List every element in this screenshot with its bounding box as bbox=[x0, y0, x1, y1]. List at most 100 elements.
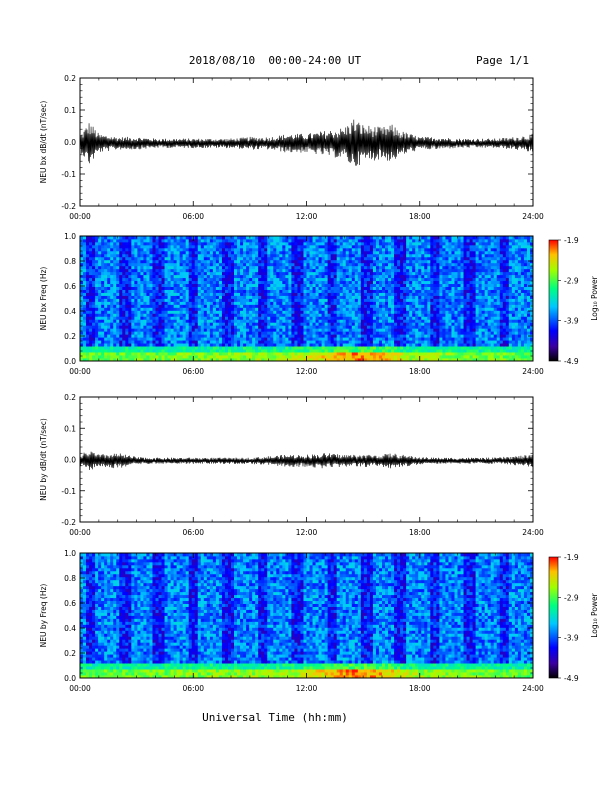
spectrogram-cell bbox=[113, 250, 117, 255]
spectrogram-cell bbox=[218, 277, 223, 282]
spectrogram-cell bbox=[194, 310, 199, 314]
spectrogram-cell bbox=[306, 280, 310, 285]
spectrogram-cell bbox=[261, 319, 265, 323]
spectrogram-cell bbox=[137, 313, 141, 317]
spectrogram-cell bbox=[182, 307, 187, 311]
spectrogram-cell bbox=[421, 328, 425, 332]
spectrogram-cell bbox=[403, 280, 407, 285]
spectrogram-cell bbox=[155, 337, 159, 341]
spectrogram-cell bbox=[412, 277, 416, 282]
spectrogram-cell bbox=[167, 355, 171, 359]
spectrogram-cell bbox=[95, 307, 99, 311]
spectrogram-cell bbox=[267, 310, 271, 314]
spectrogram-cell bbox=[237, 292, 241, 296]
spectrogram-cell bbox=[418, 271, 422, 276]
spectrogram-cell bbox=[131, 236, 135, 240]
spectrogram-cell bbox=[95, 340, 99, 344]
spectrogram-cell bbox=[397, 313, 401, 317]
spectrogram-cell bbox=[170, 304, 175, 308]
spectrogram-cell bbox=[182, 319, 187, 323]
spectrogram-cell bbox=[215, 286, 220, 290]
spectrogram-cell bbox=[382, 322, 386, 326]
spectrogram-cell bbox=[86, 247, 90, 252]
spectrogram-cell bbox=[391, 259, 395, 264]
spectrogram-cell bbox=[321, 358, 326, 362]
spectrogram-cell bbox=[170, 268, 175, 273]
spectrogram-cell bbox=[143, 340, 147, 344]
spectrogram-cell bbox=[309, 340, 313, 344]
spectrogram-cell bbox=[351, 292, 356, 296]
spectrogram-cell bbox=[391, 301, 395, 305]
spectrogram-cell bbox=[273, 295, 277, 299]
spectrogram-cell bbox=[215, 244, 220, 249]
spectrogram-cell bbox=[179, 277, 184, 282]
spectrogram-cell bbox=[318, 349, 322, 353]
spectrogram-cell bbox=[348, 319, 353, 323]
spectrogram-cell bbox=[354, 358, 359, 362]
spectrogram-cell bbox=[134, 289, 138, 293]
spectrogram-cell bbox=[176, 319, 181, 323]
spectrogram-cell bbox=[185, 241, 190, 246]
spectrogram-cell bbox=[418, 244, 422, 249]
spectrogram-cell bbox=[321, 310, 326, 314]
spectrogram-cell bbox=[246, 304, 250, 308]
spectrogram-cell bbox=[206, 334, 211, 338]
spectrogram-cell bbox=[351, 259, 356, 264]
spectrogram-cell bbox=[427, 340, 431, 344]
spectrogram-cell bbox=[378, 313, 383, 317]
spectrogram-cell bbox=[143, 238, 147, 243]
spectrogram-cell bbox=[203, 337, 208, 341]
spectrogram-cell bbox=[315, 292, 319, 296]
spectrogram-cell bbox=[212, 274, 217, 279]
spectrogram-cell bbox=[221, 334, 226, 338]
spectrogram-cell bbox=[306, 241, 310, 246]
spectrogram-cell bbox=[264, 236, 268, 240]
spectrogram-cell bbox=[107, 334, 111, 338]
spectrogram-cell bbox=[125, 283, 129, 287]
spectrogram-cell bbox=[354, 325, 359, 329]
spectrogram-cell bbox=[388, 310, 392, 314]
spectrogram-cell bbox=[360, 283, 365, 287]
spectrogram-cell bbox=[243, 236, 247, 240]
spectrogram-cell bbox=[185, 343, 190, 347]
spectrogram-cell bbox=[345, 331, 350, 335]
spectrogram-cell bbox=[327, 280, 332, 285]
spectrogram-cell bbox=[176, 268, 181, 273]
spectrogram-cell bbox=[255, 250, 259, 255]
spectrogram-cell bbox=[143, 268, 147, 273]
spectrogram-cell bbox=[330, 298, 335, 302]
spectrogram-cell bbox=[143, 349, 147, 353]
spectrogram-cell bbox=[360, 256, 365, 261]
spectrogram-cell bbox=[348, 298, 353, 302]
spectrogram-cell bbox=[264, 340, 268, 344]
spectrogram-cell bbox=[98, 274, 102, 279]
spectrogram-cell bbox=[264, 334, 268, 338]
spectrogram-cell bbox=[330, 349, 335, 353]
spectrogram-cell bbox=[264, 328, 268, 332]
spectrogram-cell bbox=[391, 355, 395, 359]
spectrogram-cell bbox=[252, 277, 256, 282]
spectrogram-cell bbox=[83, 259, 87, 264]
spectrogram-cell bbox=[110, 280, 114, 285]
spectrogram-cell bbox=[203, 322, 208, 326]
spectrogram-cell bbox=[372, 319, 377, 323]
spectrogram-cell bbox=[80, 337, 84, 341]
spectrogram-cell bbox=[388, 322, 392, 326]
spectrogram-cell bbox=[146, 331, 150, 335]
spectrogram-cell bbox=[173, 319, 178, 323]
spectrogram-cell bbox=[92, 337, 96, 341]
spectrogram-cell bbox=[234, 352, 238, 356]
spectrogram-cell bbox=[170, 244, 175, 249]
spectrogram-cell bbox=[188, 259, 193, 264]
spectrogram-cell bbox=[354, 313, 359, 317]
spectrogram-cell bbox=[336, 325, 341, 329]
spectrogram-cell bbox=[415, 307, 419, 311]
spectrogram-cell bbox=[110, 319, 114, 323]
spectrogram-cell bbox=[336, 301, 341, 305]
spectrogram-cell bbox=[391, 334, 395, 338]
spectrogram-cell bbox=[409, 277, 413, 282]
spectrogram-cell bbox=[421, 322, 425, 326]
spectrogram-cell bbox=[173, 331, 178, 335]
spectrogram-cell bbox=[101, 268, 105, 273]
spectrogram-cell bbox=[264, 307, 268, 311]
